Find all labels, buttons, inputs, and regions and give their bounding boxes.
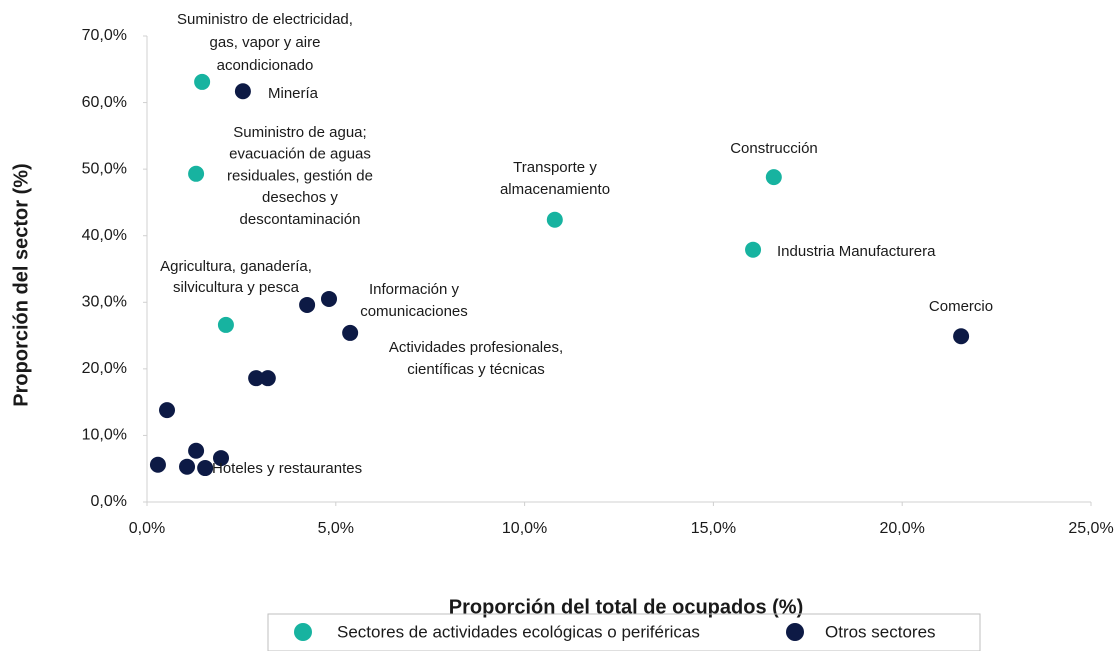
y-tick-label: 0,0% (91, 493, 127, 510)
y-tick-label: 40,0% (82, 227, 127, 244)
point (197, 460, 214, 477)
annotation: descontaminación (240, 211, 361, 228)
y-tick-label: 70,0% (82, 27, 127, 44)
point (234, 83, 251, 100)
annotation: Actividades profesionales, (389, 339, 563, 356)
annotation: Construcción (730, 140, 818, 157)
point (321, 290, 338, 307)
x-tick-label: 0,0% (129, 520, 165, 537)
annotation: silvicultura y pesca (173, 279, 300, 296)
x-tick-label: 10,0% (502, 520, 547, 537)
y-tick-label: 60,0% (82, 94, 127, 111)
point (745, 241, 762, 258)
y-tick-label: 20,0% (82, 360, 127, 377)
legend-marker (294, 623, 312, 641)
annotation: Comercio (929, 298, 993, 315)
annotation: residuales, gestión de (227, 167, 373, 184)
annotation: científicas y técnicas (407, 361, 545, 378)
x-tick-label: 25,0% (1068, 520, 1113, 537)
point (159, 402, 176, 419)
x-tick-label: 15,0% (691, 520, 736, 537)
annotation: Suministro de agua; (233, 124, 366, 141)
y-tick-label: 50,0% (82, 160, 127, 177)
point (546, 211, 563, 228)
point (188, 442, 205, 459)
annotation: gas, vapor y aire (210, 34, 321, 51)
annotation: Información y (369, 281, 460, 298)
x-tick-label: 5,0% (318, 520, 354, 537)
x-tick-label: 20,0% (880, 520, 925, 537)
annotation: Transporte y (513, 159, 597, 176)
annotation: comunicaciones (360, 303, 468, 320)
annotation: desechos y (262, 189, 338, 206)
legend-box (267, 613, 981, 651)
annotation: Industria Manufacturera (777, 243, 936, 260)
annotation: acondicionado (217, 57, 314, 74)
annotation: Suministro de electricidad, (177, 11, 353, 28)
point (194, 73, 211, 90)
point (248, 370, 265, 387)
point (342, 324, 359, 341)
point (953, 328, 970, 345)
y-axis-title: Proporción del sector (%) (10, 163, 32, 406)
legend-marker (786, 623, 804, 641)
legend-label: Otros sectores (825, 622, 936, 641)
point (188, 165, 205, 182)
point (259, 370, 276, 387)
point (213, 450, 230, 467)
annotation: almacenamiento (500, 181, 610, 198)
annotation: Minería (268, 85, 319, 102)
annotation: evacuación de aguas (229, 146, 371, 163)
y-tick-label: 10,0% (82, 427, 127, 444)
legend-label: Sectores de actividades ecológicas o per… (337, 622, 700, 641)
point (299, 296, 316, 313)
point (765, 169, 782, 186)
y-tick-label: 30,0% (82, 294, 127, 311)
x-axis-title: Proporción del total de ocupados (%) (449, 596, 803, 618)
point (179, 458, 196, 475)
point (217, 316, 234, 333)
annotation: Agricultura, ganadería, (160, 258, 312, 275)
annotation: Hoteles y restaurantes (212, 460, 362, 477)
point (149, 456, 166, 473)
